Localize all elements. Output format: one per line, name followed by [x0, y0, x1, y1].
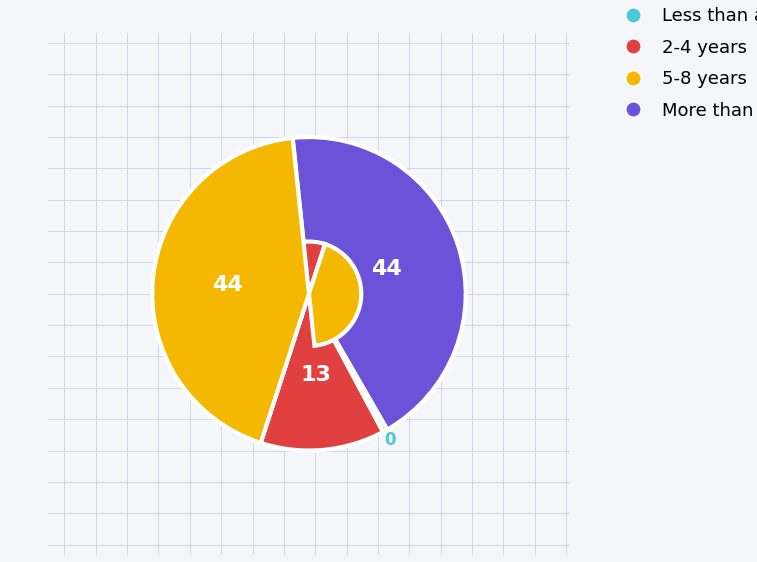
- Wedge shape: [260, 242, 383, 451]
- Text: 44: 44: [371, 259, 402, 279]
- Legend: Less than a year, 2-4 years, 5-8 years, More than 9 years: Less than a year, 2-4 years, 5-8 years, …: [607, 0, 757, 127]
- Wedge shape: [283, 248, 388, 432]
- Wedge shape: [152, 138, 361, 443]
- Text: 13: 13: [301, 365, 332, 385]
- Wedge shape: [257, 137, 466, 429]
- Text: 44: 44: [213, 275, 243, 295]
- Text: 0: 0: [385, 431, 396, 449]
